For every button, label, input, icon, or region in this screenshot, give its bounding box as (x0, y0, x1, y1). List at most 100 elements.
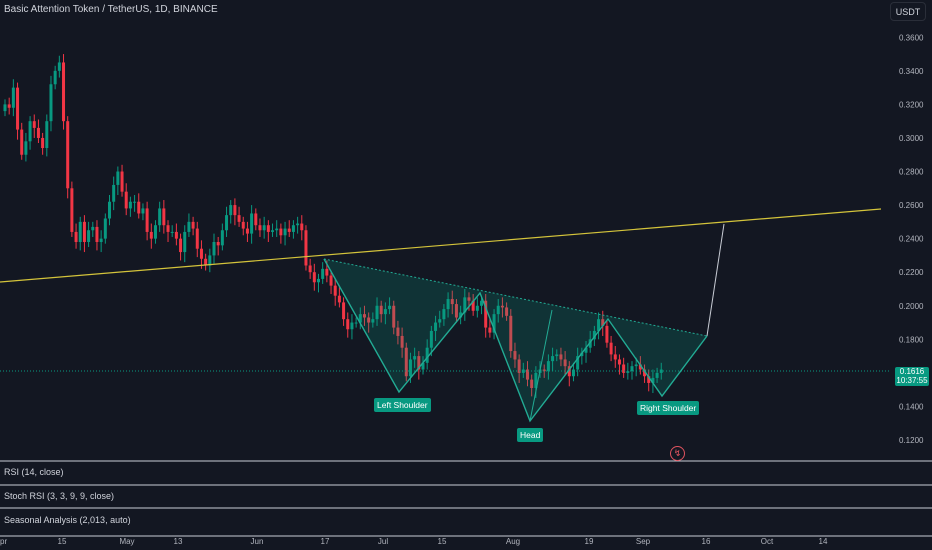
candle-body (16, 87, 20, 130)
candle-body (425, 347, 429, 363)
candle-body (613, 354, 617, 360)
candle-body (149, 231, 153, 239)
candle-body (275, 228, 279, 231)
seasonal-panel-label[interactable]: Seasonal Analysis (2,013, auto) (4, 515, 131, 525)
currency-button[interactable]: USDT (890, 2, 926, 21)
candle-body (158, 208, 162, 226)
candle-body (488, 327, 492, 333)
candle-body (191, 221, 195, 229)
candle-body (141, 208, 145, 214)
candle-body (229, 205, 233, 216)
price-tick-label: 0.2200 (899, 268, 924, 277)
candle-body (333, 285, 337, 296)
candle-body (413, 356, 417, 360)
candle-body (404, 347, 408, 377)
candle-body (250, 213, 254, 234)
candle-body (530, 379, 534, 388)
candle-body (434, 322, 438, 331)
candle-body (408, 359, 412, 377)
time-tick-label: May (119, 537, 134, 546)
candle-body (304, 230, 308, 266)
candle-body (513, 351, 517, 360)
candle-body (74, 231, 78, 242)
candle-body (3, 104, 7, 112)
lightning-icon[interactable]: ↯ (670, 446, 685, 461)
price-tick-label: 0.2600 (899, 201, 924, 210)
candle-body (367, 317, 371, 323)
time-tick-label: pr (0, 537, 7, 546)
candle-body (112, 184, 116, 202)
candle-body (505, 307, 509, 316)
candle-body (517, 359, 521, 373)
time-tick-label: 17 (321, 537, 330, 546)
pattern-overlay (0, 208, 890, 423)
price-tick-label: 0.3000 (899, 134, 924, 143)
candle-body (24, 141, 28, 155)
candle-body (346, 319, 350, 330)
candle-body (225, 215, 229, 231)
candle-body (70, 188, 74, 232)
candle-body (103, 218, 107, 239)
rsi-panel-label[interactable]: RSI (14, close) (4, 467, 64, 477)
stoch-rsi-panel-label[interactable]: Stoch RSI (3, 3, 9, 9, close) (4, 491, 115, 501)
candle-body (342, 302, 346, 320)
candle-body (484, 300, 488, 328)
candle-body (170, 231, 174, 233)
price-tick-label: 0.1800 (899, 335, 924, 344)
price-tick-label: 0.3200 (899, 100, 924, 109)
chart-grid (0, 460, 932, 537)
candle-body (241, 221, 245, 229)
candle-body (597, 319, 601, 331)
candle-body (233, 205, 237, 216)
candle-body (459, 312, 463, 318)
candle-body (271, 230, 275, 232)
price-tick-label: 0.2800 (899, 168, 924, 177)
candle-body (509, 315, 513, 352)
candle-body (655, 372, 659, 378)
candle-body (36, 127, 40, 138)
candle-body (526, 369, 529, 380)
price-tick-label: 0.3400 (899, 67, 924, 76)
candle-body (216, 241, 220, 246)
candle-body (174, 231, 178, 239)
candle-body (622, 364, 626, 373)
time-tick-label: Jul (378, 537, 388, 546)
neckline (323, 258, 708, 337)
candle-body (183, 231, 187, 253)
left-shoulder-label[interactable]: Left Shoulder (374, 398, 431, 412)
candle-body (212, 241, 216, 256)
time-tick-label: Oct (761, 537, 774, 546)
candle-body (20, 129, 24, 155)
candle-body (166, 225, 170, 232)
candle-body (262, 225, 266, 231)
candle-body (308, 265, 312, 273)
candle-body (220, 230, 224, 246)
candle-body (321, 268, 325, 279)
candle-body (145, 208, 149, 232)
candle-body (283, 228, 287, 236)
candle-body (392, 305, 396, 328)
candle-body (337, 295, 341, 303)
right-shoulder-label[interactable]: Right Shoulder (637, 401, 700, 415)
time-axis: pr 15 May 13 Jun 17 Jul 15 Aug 19 Sep 16 Oct 14 (0, 537, 828, 546)
candle-body (296, 223, 300, 226)
candle-body (546, 361, 550, 372)
pattern-fill (324, 259, 707, 421)
candle-body (208, 255, 212, 266)
candle-body (634, 364, 638, 367)
candle-body (601, 319, 605, 326)
candle-body (475, 305, 479, 311)
candles-series (3, 54, 663, 399)
candle-body (379, 305, 383, 315)
bar-countdown: 10:37:55 (896, 376, 928, 385)
candle-body (317, 278, 320, 283)
candle-body (354, 322, 358, 324)
head-label[interactable]: Head (517, 428, 544, 442)
candle-body (567, 366, 571, 377)
candle-body (375, 305, 379, 320)
candle-body (266, 225, 270, 232)
candle-body (551, 356, 555, 362)
last-price-tag: 0.1616 10:37:55 (895, 367, 929, 386)
candle-body (362, 314, 366, 318)
